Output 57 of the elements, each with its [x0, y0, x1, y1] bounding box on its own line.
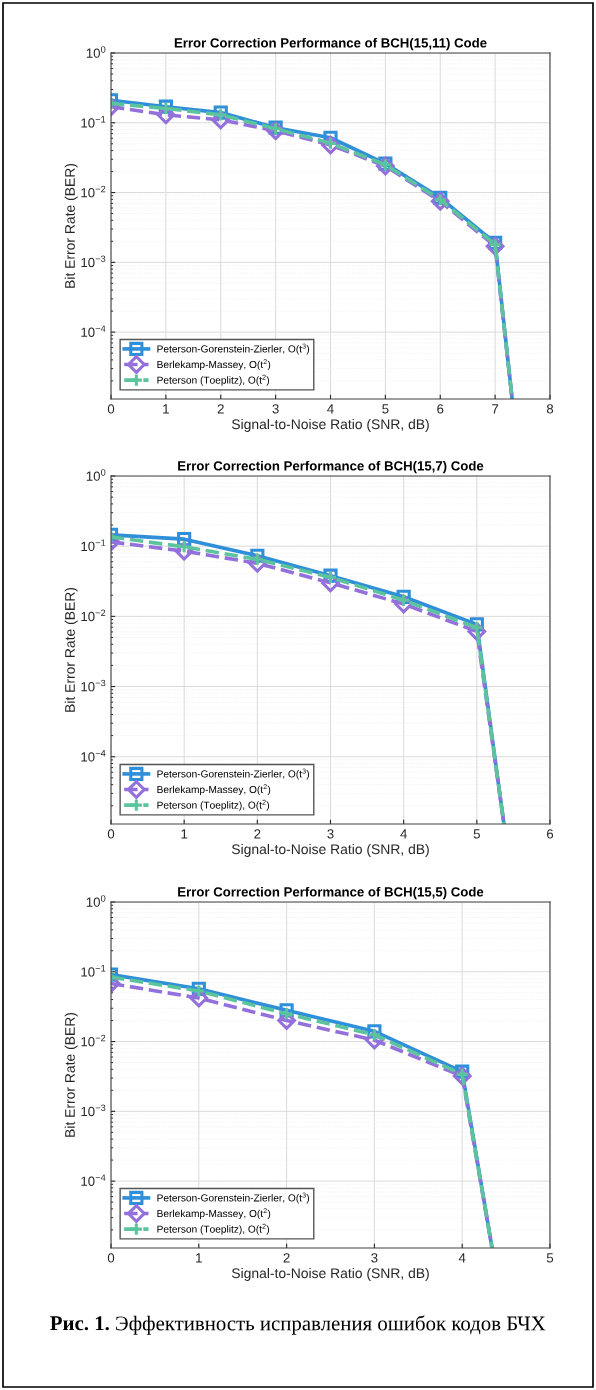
- x-tick-label: 0: [107, 829, 115, 839]
- x-tick-label: 2: [217, 404, 224, 414]
- x-axis-title: Signal-to-Noise Ratio (SNR, dB): [231, 1267, 429, 1281]
- x-tick-label: 3: [272, 404, 279, 414]
- chart-title: Error Correction Performance of BCH(15,11) Code: [174, 37, 487, 51]
- y-axis-title: Bit Error Rate (BER): [64, 163, 78, 288]
- x-tick-label: 6: [547, 829, 554, 839]
- legend-label: Peterson-Gorenstein-Zierler, O(t$^{3}$): [157, 343, 310, 355]
- y-tick-label: 10$^{−4}$: [81, 1174, 106, 1186]
- legend-label: Peterson-Gorenstein-Zierler, O(t$^{3}$): [157, 1192, 310, 1204]
- y-axis-title: Bit Error Rate (BER): [64, 1012, 78, 1137]
- y-tick-label: 10$^{−3}$: [81, 679, 106, 692]
- y-tick-label: 10$^{−1}$: [81, 116, 106, 128]
- x-tick-label: 2: [283, 1253, 290, 1263]
- legend-label: Peterson-Gorenstein-Zierler, O(t$^{3}$): [157, 768, 310, 780]
- legend-label: Berlekamp-Massey, O(t$^{2}$): [157, 1208, 271, 1220]
- chart-title: Error Correction Performance of BCH(15,5) Code: [178, 886, 484, 900]
- x-tick-label: 3: [327, 829, 334, 839]
- x-axis-title: Signal-to-Noise Ratio (SNR, dB): [231, 843, 429, 857]
- y-tick-label: 10$^{−2}$: [81, 185, 106, 198]
- legend-label: Berlekamp-Massey, O(t$^{2}$): [157, 359, 271, 371]
- x-tick-label: 1: [163, 404, 169, 414]
- text: Эффективность исправления ошибок кодов БЧХ: [116, 1315, 546, 1335]
- x-tick-label: 2: [254, 829, 261, 839]
- x-tick-label: 4: [400, 829, 407, 839]
- text: Рис. 1.: [50, 1316, 109, 1331]
- legend-label: Peterson (Toeplitz), O(t$^{2}$): [157, 799, 270, 811]
- x-axis-title: Signal-to-Noise Ratio (SNR, dB): [231, 418, 429, 432]
- y-tick-label: 10$^{−1}$: [81, 539, 106, 552]
- y-axis-title: Bit Error Rate (BER): [64, 587, 78, 712]
- y-tick-label: 10$^{−4}$: [81, 325, 106, 337]
- y-tick-label: 10$^{−2}$: [81, 1034, 106, 1047]
- y-tick-label: 10$^{−3}$: [81, 255, 106, 268]
- x-tick-label: 5: [473, 829, 480, 839]
- y-tick-label: 10$^{−3}$: [81, 1104, 106, 1117]
- x-tick-label: 0: [107, 404, 115, 414]
- x-tick-label: 3: [371, 1253, 378, 1263]
- x-tick-label: 4: [327, 404, 334, 414]
- x-tick-label: 0: [107, 1253, 115, 1263]
- y-tick-label: 10$^{0}$: [86, 895, 106, 907]
- legend-label: Berlekamp-Massey, O(t$^{2}$): [157, 784, 271, 796]
- legend-label: Peterson (Toeplitz), O(t$^{2}$): [157, 374, 270, 386]
- x-tick-label: 5: [382, 404, 389, 414]
- x-tick-label: 8: [546, 404, 554, 414]
- legend-label: Peterson (Toeplitz), O(t$^{2}$): [157, 1223, 270, 1235]
- y-tick-label: 10$^{−2}$: [81, 609, 106, 622]
- x-tick-label: 1: [181, 829, 188, 839]
- y-tick-label: 10$^{0}$: [86, 469, 106, 481]
- x-tick-label: 7: [492, 404, 499, 414]
- x-tick-label: 1: [196, 1253, 202, 1263]
- x-tick-label: 4: [458, 1253, 466, 1263]
- x-tick-label: 6: [437, 404, 444, 414]
- x-tick-label: 5: [546, 1253, 554, 1263]
- y-tick-label: 10$^{0}$: [86, 46, 106, 58]
- y-tick-label: 10$^{−1}$: [81, 965, 106, 977]
- chart-title: Error Correction Performance of BCH(15,7) Code: [178, 460, 484, 474]
- y-tick-label: 10$^{−4}$: [81, 750, 106, 762]
